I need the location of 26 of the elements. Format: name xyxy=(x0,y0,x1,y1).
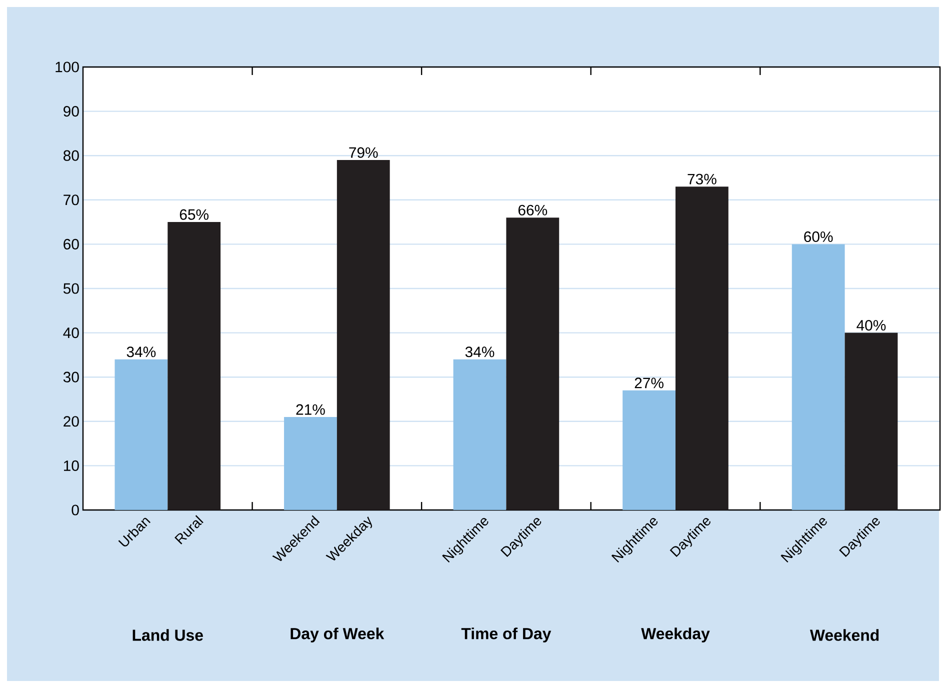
y-tick-label: 80 xyxy=(64,150,79,161)
data-label: 21% xyxy=(296,404,325,415)
data-label: 66% xyxy=(518,204,548,216)
y-tick-label: 90 xyxy=(64,106,79,117)
y-tick-label: 30 xyxy=(63,372,79,382)
data-label: 34% xyxy=(126,346,156,358)
data-label: 27% xyxy=(634,378,664,388)
text: Land Use xyxy=(132,629,203,641)
data-label: 65% xyxy=(180,209,209,220)
text: Time of Day xyxy=(461,628,552,642)
y-tick-label: 40 xyxy=(63,328,79,338)
text: Weekend xyxy=(810,629,879,641)
text: Weekday xyxy=(641,628,710,642)
data-label: 79% xyxy=(349,147,378,158)
y-tick-label: 0 xyxy=(72,504,79,516)
text: Day of Week xyxy=(290,628,384,642)
y-tick-label: 50 xyxy=(63,283,79,294)
data-label: 73% xyxy=(688,174,716,184)
data-label: 60% xyxy=(804,231,833,242)
y-tick-label: 60 xyxy=(64,238,79,250)
data-label: 34% xyxy=(465,346,494,358)
data-label: 40% xyxy=(856,320,886,331)
y-tick-label: 100 xyxy=(56,62,79,72)
y-tick-label: 20 xyxy=(64,416,79,427)
y-tick-label: 70 xyxy=(64,194,79,206)
y-tick-label: 10 xyxy=(64,460,79,471)
